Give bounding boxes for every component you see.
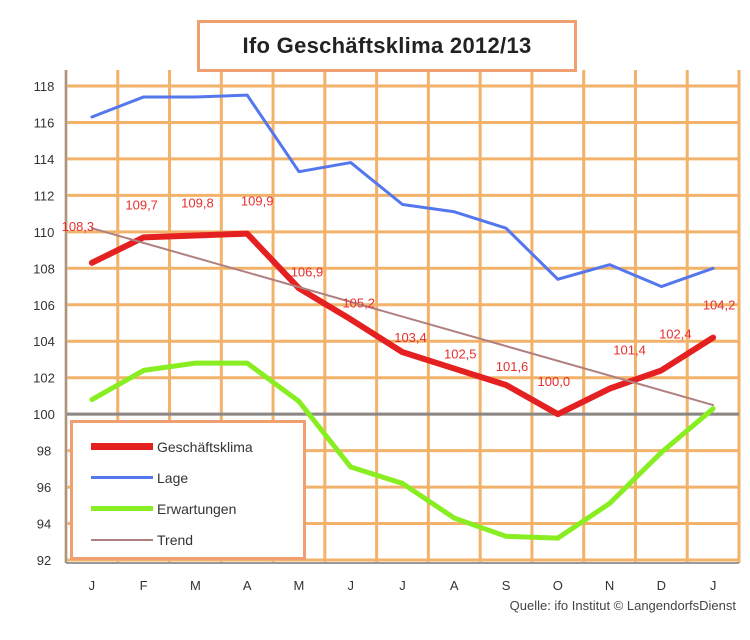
- x-tick-label: S: [502, 578, 511, 593]
- x-tick-label: J: [399, 578, 406, 593]
- x-tick-label: A: [450, 578, 459, 593]
- x-tick-label: M: [294, 578, 305, 593]
- y-tick-label: 100: [33, 407, 55, 422]
- series-line-trend: [90, 227, 715, 407]
- data-label: 109,7: [125, 197, 158, 212]
- legend-item: Erwartungen: [91, 493, 303, 524]
- x-tick-label: J: [347, 578, 354, 593]
- data-label: 106,9: [291, 264, 324, 279]
- y-tick-label: 98: [37, 444, 51, 459]
- y-tick-label: 112: [34, 188, 55, 203]
- x-tick-label: J: [89, 578, 96, 593]
- data-label: 109,8: [181, 195, 214, 210]
- legend: Geschäftsklima Lage Erwartungen Trend: [70, 420, 306, 560]
- legend-swatch: [91, 476, 153, 479]
- x-tick-label: O: [553, 578, 563, 593]
- data-label: 104,2: [703, 298, 736, 313]
- y-tick-label: 108: [33, 261, 55, 276]
- legend-label: Erwartungen: [157, 500, 237, 517]
- data-label: 102,5: [444, 347, 477, 362]
- y-tick-label: 104: [33, 334, 55, 349]
- legend-label: Lage: [157, 469, 189, 486]
- series-line-geschäftsklima: [88, 230, 717, 418]
- legend-swatch: [91, 506, 153, 511]
- x-tick-label: M: [190, 578, 201, 593]
- y-tick-label: 118: [34, 79, 55, 94]
- x-tick-label: A: [243, 578, 252, 593]
- x-tick-label: F: [140, 578, 148, 593]
- data-label: 108,3: [62, 219, 95, 234]
- y-tick-label: 116: [34, 115, 55, 130]
- data-label: 105,2: [342, 295, 375, 310]
- legend-swatch: [91, 443, 153, 450]
- grid: [64, 70, 741, 564]
- data-label: 101,4: [613, 343, 646, 358]
- legend-label: Trend: [157, 531, 194, 548]
- data-label: 109,9: [241, 194, 274, 209]
- y-tick-label: 96: [37, 480, 51, 495]
- series-line-erwartungen: [89, 360, 716, 541]
- y-axis-ticks: 92 94 96 98 100 102 104 106 108 110 112 114 116 118: [33, 79, 55, 568]
- x-tick-label: D: [657, 578, 666, 593]
- series-lines: [88, 93, 717, 541]
- data-label: 103,4: [394, 330, 427, 345]
- legend-item: Lage: [91, 462, 303, 493]
- x-tick-label: J: [710, 578, 717, 593]
- chart-title: Ifo Geschäftsklima 2012/13: [242, 33, 532, 58]
- y-tick-label: 102: [33, 371, 55, 386]
- y-tick-label: 94: [37, 517, 51, 532]
- y-tick-label: 114: [34, 152, 55, 167]
- series-line-lage: [90, 93, 715, 289]
- data-label: 100,0: [538, 374, 571, 389]
- y-tick-label: 92: [37, 553, 51, 568]
- data-label: 101,6: [496, 359, 529, 374]
- chart-title-box: Ifo Geschäftsklima 2012/13: [197, 20, 577, 72]
- data-label: 102,4: [659, 326, 692, 341]
- legend-item: Geschäftsklima: [91, 431, 303, 462]
- y-tick-label: 110: [34, 225, 55, 240]
- legend-swatch: [91, 538, 153, 541]
- x-tick-label: N: [605, 578, 614, 593]
- data-labels: 108,3 109,7 109,8 109,9 106,9 105,2 103,4 102,5…: [62, 194, 736, 389]
- legend-label: Geschäftsklima: [157, 438, 253, 455]
- y-tick-label: 106: [33, 298, 55, 313]
- legend-item: Trend: [91, 524, 303, 555]
- source-note: Quelle: ifo Institut © LangendorfsDienst: [509, 598, 736, 613]
